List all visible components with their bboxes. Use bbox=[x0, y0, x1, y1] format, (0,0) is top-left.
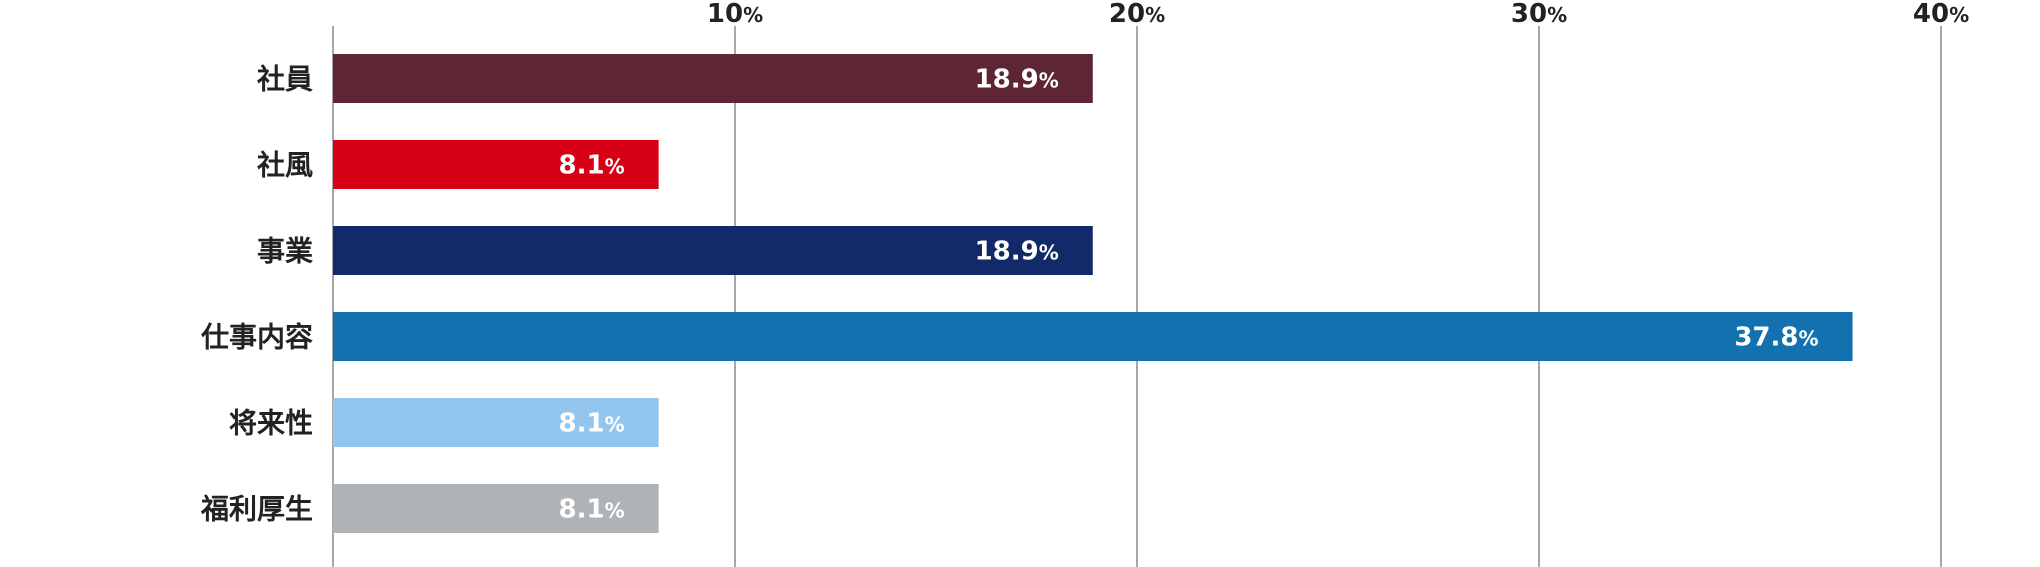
data-label-5: 8.1% bbox=[559, 409, 625, 439]
data-label-4: 37.8% bbox=[1734, 323, 1818, 353]
data-label-value: 8.1 bbox=[559, 495, 605, 525]
x-tick-value: 10 bbox=[707, 0, 743, 29]
x-tick-unit: % bbox=[743, 3, 763, 27]
x-tick-value: 20 bbox=[1109, 0, 1145, 29]
bar-1 bbox=[333, 54, 1093, 103]
category-label-1: 社員 bbox=[257, 63, 313, 96]
data-label-1: 18.9% bbox=[975, 65, 1059, 95]
x-tick-label-40: 40% bbox=[1913, 0, 1969, 29]
bar-2 bbox=[333, 140, 659, 189]
bar-6 bbox=[333, 484, 659, 533]
data-label-value: 18.9 bbox=[975, 237, 1039, 267]
data-label-6: 8.1% bbox=[559, 495, 625, 525]
category-label-4: 仕事内容 bbox=[200, 321, 313, 354]
data-label-value: 18.9 bbox=[975, 65, 1039, 95]
bar-3 bbox=[333, 226, 1093, 275]
data-label-unit: % bbox=[1039, 69, 1059, 93]
category-label-3: 事業 bbox=[257, 235, 313, 268]
x-tick-value: 40 bbox=[1913, 0, 1949, 29]
bar-5 bbox=[333, 398, 659, 447]
data-label-value: 8.1 bbox=[559, 409, 605, 439]
category-label-6: 福利厚生 bbox=[200, 493, 313, 526]
x-tick-unit: % bbox=[1949, 3, 1969, 27]
bar-4 bbox=[333, 312, 1853, 361]
x-tick-label-20: 20% bbox=[1109, 0, 1165, 29]
data-label-2: 8.1% bbox=[559, 151, 625, 181]
x-tick-unit: % bbox=[1547, 3, 1567, 27]
data-label-unit: % bbox=[605, 155, 625, 179]
x-tick-label-10: 10% bbox=[707, 0, 763, 29]
data-label-unit: % bbox=[1039, 241, 1059, 265]
category-label-5: 将来性 bbox=[229, 407, 313, 440]
data-label-unit: % bbox=[1799, 327, 1819, 351]
category-label-2: 社風 bbox=[257, 149, 313, 182]
data-label-unit: % bbox=[605, 413, 625, 437]
data-label-3: 18.9% bbox=[975, 237, 1059, 267]
x-tick-value: 30 bbox=[1511, 0, 1547, 29]
x-tick-label-30: 30% bbox=[1511, 0, 1567, 29]
x-tick-unit: % bbox=[1145, 3, 1165, 27]
data-label-unit: % bbox=[605, 499, 625, 523]
data-label-value: 8.1 bbox=[559, 151, 605, 181]
data-label-value: 37.8 bbox=[1734, 323, 1798, 353]
